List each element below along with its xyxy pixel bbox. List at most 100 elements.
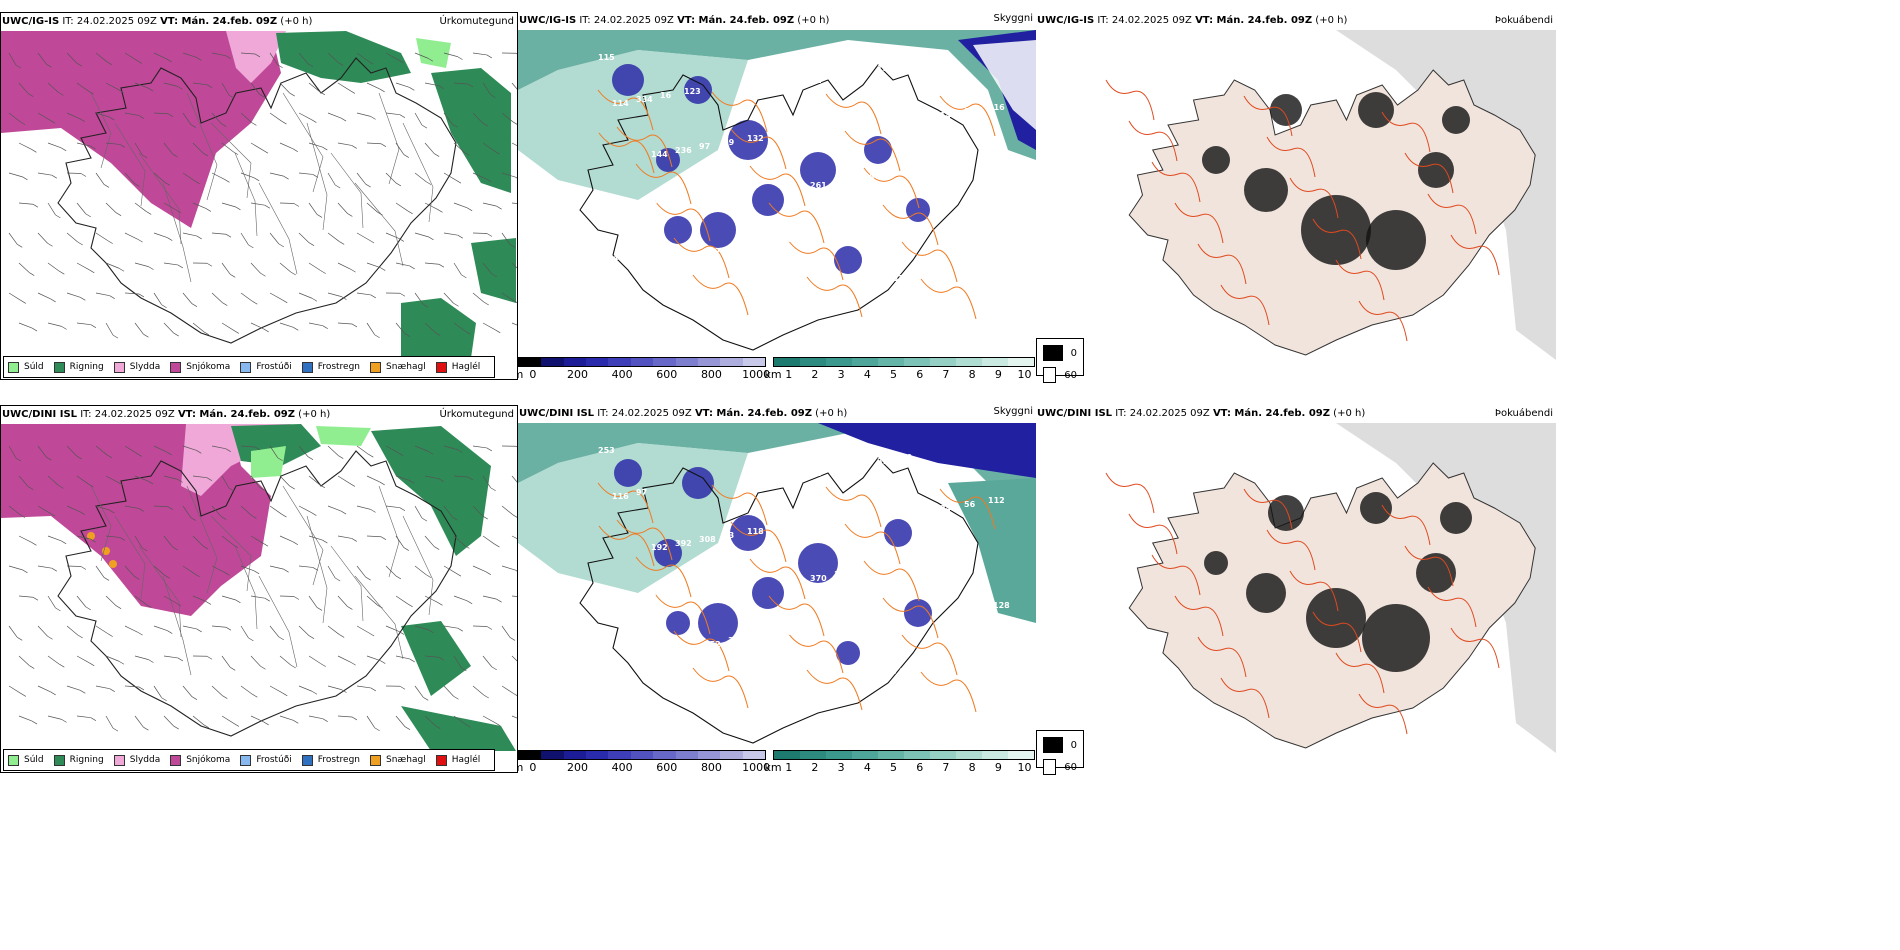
rain-area [401, 706, 516, 751]
coastline [579, 64, 979, 351]
colorbar-cell [800, 358, 826, 366]
road-line [90, 92, 112, 169]
visibility-station-label: 267 [757, 84, 774, 93]
road-line [258, 182, 298, 275]
wind-barb [298, 565, 319, 571]
wind-barb [472, 445, 493, 452]
wind-barb [366, 262, 386, 271]
visibility-station-label: 253 [598, 446, 615, 455]
wind-barb [356, 445, 374, 458]
road-line [306, 515, 328, 624]
wind-barb [211, 625, 232, 631]
wind-barb [414, 52, 434, 62]
colorbar-tick: 1000 [742, 368, 771, 381]
colorbar-cell [826, 358, 852, 366]
legend-item: Snjókoma [170, 361, 230, 373]
visibility-station-label: 113 [819, 122, 836, 131]
road-line [1151, 554, 1201, 596]
road-line [768, 595, 825, 637]
fog-core [1204, 551, 1228, 575]
road-line [114, 515, 146, 600]
wind-barb [308, 262, 326, 274]
legend-swatch [240, 361, 252, 373]
wind-barb [163, 142, 178, 158]
visibility-station-label: 160 [795, 519, 812, 528]
road-line [939, 488, 996, 530]
wind-barb [482, 202, 502, 210]
colorbar-tick: 3 [837, 761, 845, 774]
wind-barb [211, 445, 231, 452]
visibility-station-label: 128 [993, 601, 1010, 610]
road-line [692, 274, 749, 316]
legend-item: Haglél [435, 754, 480, 766]
wind-barb [385, 172, 402, 187]
wind-barb [443, 565, 462, 577]
visibility-station-label: 182 [887, 274, 904, 283]
wind-barb [95, 112, 115, 121]
wind-barb [356, 625, 375, 637]
wind-barb [105, 262, 125, 272]
wind-barb [356, 565, 371, 581]
wind-barb [472, 565, 491, 575]
road-line [901, 634, 958, 676]
wind-barb [76, 142, 96, 150]
cloud-legend-label: 0 [1070, 347, 1077, 359]
wind-barb [385, 565, 402, 580]
wind-barb [366, 142, 387, 148]
visibility-station-label: 226 [848, 223, 865, 232]
road-line [282, 485, 324, 586]
road-line [654, 593, 711, 635]
wind-barb [153, 505, 174, 511]
sleet-area [226, 31, 286, 83]
colorbar-tick: 1 [785, 368, 793, 381]
wind-barb [105, 142, 126, 148]
wind-barb [240, 172, 260, 182]
road-line [1312, 611, 1362, 653]
wind-barb [356, 172, 371, 188]
wind-barb [124, 232, 143, 243]
wind-barb [443, 292, 459, 307]
wind-barb [37, 505, 56, 517]
wind-barb [153, 112, 174, 118]
visibility-station-label: 128 [993, 208, 1010, 217]
panel-header: UWC/DINI ISL IT: 24.02.2025 09Z VT: Mán.… [1037, 408, 1366, 419]
visibility-station-label: 185 [694, 297, 711, 306]
road-line [673, 630, 730, 672]
legend-swatch [370, 754, 382, 766]
wind-barb [443, 685, 459, 700]
wind-barb [501, 685, 517, 696]
legend-label: Súld [24, 362, 44, 372]
wind-barb [356, 292, 377, 299]
visibility-station-label: 285 [829, 465, 846, 474]
visibility-station-label: 111 [641, 593, 658, 602]
wind-barb [337, 142, 357, 149]
colorbar-cell [800, 751, 826, 759]
road-line [1404, 545, 1454, 587]
wind-barb [76, 595, 91, 611]
road-line [378, 485, 400, 578]
wind-barb [385, 685, 406, 690]
wind-barb [47, 142, 67, 152]
visibility-station-label: 108 [858, 173, 875, 182]
wind-barb [240, 625, 254, 642]
colorbar-cell [586, 751, 609, 759]
wind-barb [47, 202, 61, 219]
wind-barb [76, 262, 95, 274]
fog-core [1360, 492, 1392, 524]
wind-barb [298, 172, 319, 178]
wind-barb [327, 445, 344, 459]
colorbar-tick: 1 [785, 761, 793, 774]
wind-barb [337, 202, 353, 217]
wind-barb [192, 202, 212, 212]
legend-label: Snæhagl [386, 362, 426, 372]
visibility-station-label: 161 [848, 616, 865, 625]
visibility-station-label: 151 [925, 56, 942, 65]
colorbar-tick: 4 [863, 761, 871, 774]
road-line [1312, 218, 1362, 260]
wind-barb [124, 292, 145, 298]
colorbar-cell [697, 751, 721, 759]
colorbar-cell [541, 358, 564, 366]
colorbar-tick: 600 [656, 761, 678, 774]
wind-barb [76, 475, 94, 488]
wind-barb [240, 292, 258, 305]
